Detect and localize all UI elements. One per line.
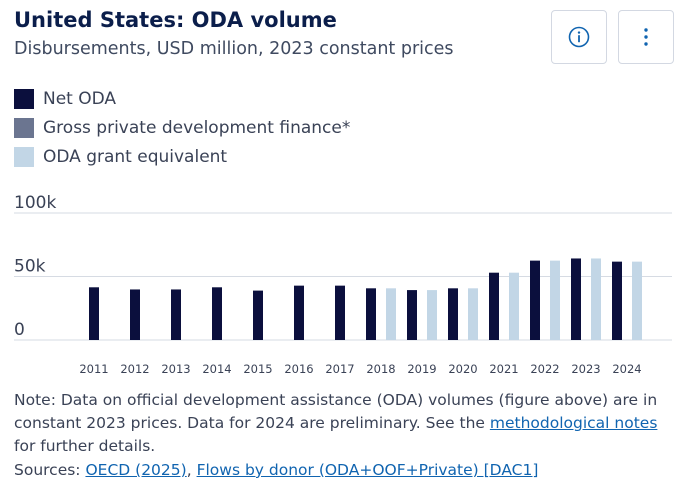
- x-tick-label: 2014: [202, 362, 231, 376]
- x-tick-label: 2018: [366, 362, 395, 376]
- oecd-source-link[interactable]: OECD (2025): [85, 461, 187, 479]
- info-button[interactable]: [551, 10, 607, 64]
- methodological-notes-link[interactable]: methodological notes: [489, 414, 658, 432]
- sources-label: Sources:: [14, 461, 86, 479]
- bar-oda-grant-equivalent: [550, 260, 560, 340]
- more-options-button[interactable]: [618, 10, 674, 64]
- chart-subtitle: Disbursements, USD million, 2023 constan…: [14, 39, 454, 59]
- bar-oda-grant-equivalent: [427, 290, 437, 340]
- x-tick-label: 2011: [79, 362, 108, 376]
- bar-net-oda: [130, 289, 140, 340]
- chart-note: Note: Data on official development assis…: [14, 389, 674, 458]
- bar-net-oda: [89, 287, 99, 340]
- bar-net-oda: [530, 260, 540, 340]
- bar-net-oda: [448, 288, 458, 340]
- bar-oda-grant-equivalent: [632, 261, 642, 340]
- x-tick-label: 2023: [571, 362, 600, 376]
- bar-net-oda: [407, 290, 417, 340]
- legend-swatch-grant-equivalent: [14, 146, 34, 167]
- bar-net-oda: [366, 288, 376, 340]
- note-text-end: for further details.: [14, 437, 156, 455]
- legend-item-grant-equivalent[interactable]: ODA grant equivalent: [14, 142, 350, 171]
- bar-oda-grant-equivalent: [386, 288, 396, 340]
- x-tick-label: 2016: [284, 362, 313, 376]
- legend-item-gross-private[interactable]: Gross private development finance*: [14, 113, 350, 142]
- chart-legend: Net ODA Gross private development financ…: [14, 84, 350, 171]
- vertical-ellipsis-icon: [644, 28, 648, 46]
- bar-net-oda: [294, 285, 304, 340]
- bar-net-oda: [253, 290, 263, 340]
- bar-net-oda: [571, 258, 581, 340]
- legend-label: Gross private development finance*: [43, 117, 351, 138]
- dac1-source-link[interactable]: Flows by donor (ODA+OOF+Private) [DAC1]: [196, 461, 539, 479]
- bar-oda-grant-equivalent: [509, 272, 519, 340]
- legend-swatch-net-oda: [14, 88, 34, 109]
- x-tick-label: 2013: [161, 362, 190, 376]
- x-tick-label: 2024: [612, 362, 641, 376]
- x-tick-label: 2022: [530, 362, 559, 376]
- x-tick-label: 2015: [243, 362, 272, 376]
- x-tick-label: 2020: [448, 362, 477, 376]
- chart-sources: Sources: OECD (2025), Flows by donor (OD…: [14, 461, 538, 479]
- x-tick-label: 2017: [325, 362, 354, 376]
- legend-swatch-gross-private: [14, 117, 34, 138]
- x-tick-label: 2021: [489, 362, 518, 376]
- bar-net-oda: [335, 285, 345, 340]
- x-tick-label: 2012: [120, 362, 149, 376]
- y-tick-label: 100k: [14, 193, 56, 213]
- bar-chart: 0 50k 100k 2011 2012 2013 2014 2015 2016 2017 2018…: [14, 193, 672, 376]
- bar-net-oda: [489, 272, 499, 340]
- legend-item-net-oda[interactable]: Net ODA: [14, 84, 350, 113]
- bar-net-oda: [212, 287, 222, 340]
- bar-net-oda: [612, 261, 622, 340]
- bar-oda-grant-equivalent: [591, 258, 601, 340]
- legend-label: Net ODA: [43, 88, 117, 109]
- bar-oda-grant-equivalent: [468, 288, 478, 340]
- info-circle-icon: [568, 26, 590, 48]
- y-tick-label: 50k: [14, 257, 46, 277]
- sources-separator: ,: [186, 461, 197, 479]
- legend-label: ODA grant equivalent: [43, 146, 228, 167]
- chart-title: United States: ODA volume: [14, 8, 337, 32]
- y-tick-label: 0: [14, 320, 25, 340]
- note-text: Note: Data on official development assis…: [14, 391, 658, 432]
- bar-net-oda: [171, 289, 181, 340]
- x-tick-label: 2019: [407, 362, 436, 376]
